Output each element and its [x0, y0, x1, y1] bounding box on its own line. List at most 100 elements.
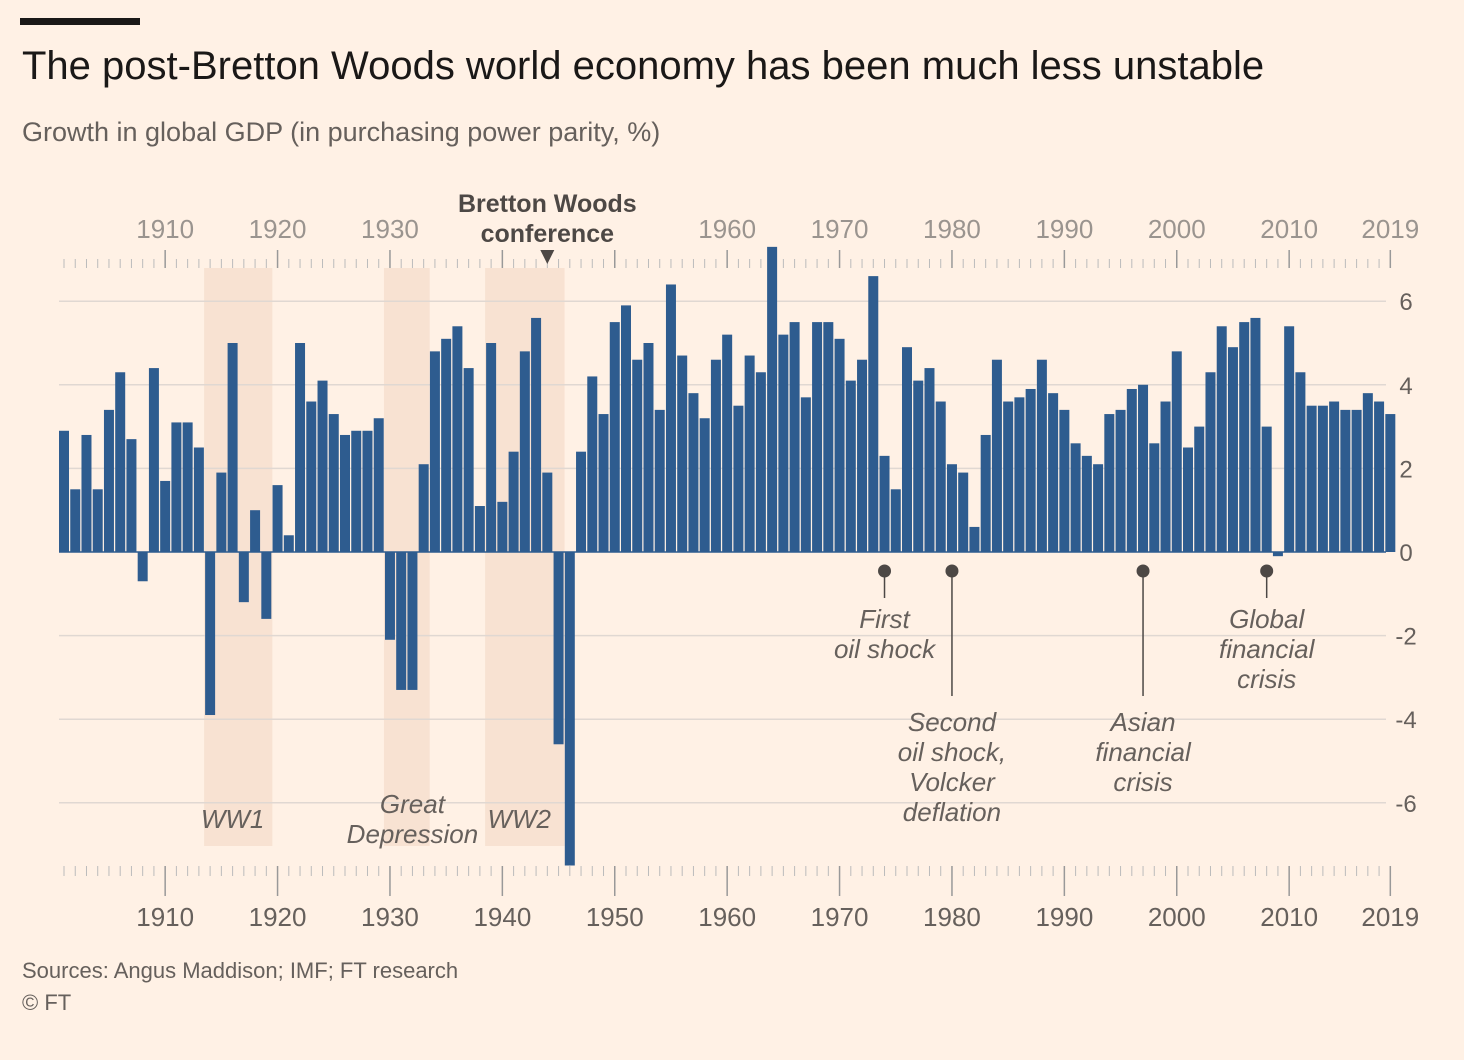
shaded-periods	[204, 268, 565, 846]
bar-1914	[205, 552, 216, 716]
bar-1924	[317, 380, 328, 552]
bar-1991	[1070, 443, 1081, 552]
bar-1966	[789, 322, 800, 552]
bar-1993	[1093, 464, 1104, 552]
top-tick-label-1990: 1990	[1035, 214, 1093, 244]
annotation-label-1997: financial	[1095, 737, 1192, 767]
top-tick-label-1980: 1980	[923, 214, 981, 244]
bar-1903	[81, 434, 92, 552]
bars	[59, 246, 1396, 866]
bar-1960	[722, 334, 733, 552]
bar-2007	[1250, 317, 1261, 552]
bar-1935	[441, 338, 452, 552]
bar-1963	[755, 372, 766, 552]
bar-1953	[643, 343, 654, 552]
top-tick-label-1970: 1970	[811, 214, 869, 244]
period-label-line: Depression	[347, 819, 479, 849]
bar-1980	[946, 464, 957, 552]
x-tick-label-2019: 2019	[1361, 902, 1419, 932]
bar-1945	[553, 552, 564, 745]
source-note: Sources: Angus Maddison; IMF; FT researc…	[22, 958, 459, 983]
y-tick-label-1: 4	[1399, 373, 1412, 400]
bar-1948	[587, 376, 598, 552]
x-tick-label-1910: 1910	[136, 902, 194, 932]
bar-2006	[1239, 322, 1250, 552]
bar-1930	[384, 552, 395, 640]
bar-1934	[429, 351, 440, 552]
bar-1987	[1025, 388, 1036, 552]
bar-1925	[328, 414, 339, 552]
top-tick-label-1930: 1930	[361, 214, 419, 244]
bar-1974	[879, 455, 890, 552]
bar-1931	[396, 552, 407, 690]
bar-1915	[216, 472, 227, 552]
bar-1910	[160, 480, 171, 552]
bar-2010	[1284, 326, 1295, 552]
x-tick-label-1980: 1980	[923, 902, 981, 932]
x-tick-label-2010: 2010	[1260, 902, 1318, 932]
bar-1902	[70, 489, 81, 552]
y-tick-label-3: 0	[1399, 540, 1412, 567]
bar-1981	[958, 472, 969, 552]
bar-1998	[1149, 443, 1160, 552]
top-tick-label-1960: 1960	[698, 214, 756, 244]
bar-1965	[778, 334, 789, 552]
chart-title: The post-Bretton Woods world economy has…	[22, 44, 1265, 88]
bar-1946	[564, 552, 575, 866]
bar-1937	[463, 368, 474, 552]
bar-1942	[519, 351, 530, 552]
bar-1961	[733, 405, 744, 552]
bar-1976	[902, 347, 912, 552]
bar-2016	[1351, 409, 1362, 552]
top-tick-label-2019: 2019	[1361, 214, 1419, 244]
bar-1975	[890, 489, 901, 552]
x-tick-label-1930: 1930	[361, 902, 419, 932]
bar-2014	[1329, 401, 1340, 552]
bar-1970	[834, 338, 845, 552]
bar-1922	[295, 343, 306, 552]
bar-1947	[576, 451, 587, 552]
y-tick-label-4: -2	[1395, 624, 1416, 651]
bar-1999	[1160, 401, 1171, 552]
title-accent-bar	[20, 18, 140, 25]
bar-2009	[1272, 552, 1283, 557]
bar-1926	[340, 434, 350, 552]
bar-1907	[126, 439, 137, 552]
bar-1977	[913, 380, 924, 552]
bar-1932	[407, 552, 418, 690]
bar-1921	[283, 535, 294, 552]
bretton-woods-label: conference	[481, 220, 614, 248]
annotation-label-2008: Global	[1229, 604, 1305, 634]
bar-1909	[148, 368, 159, 552]
bar-1940	[497, 501, 508, 552]
bar-1939	[486, 343, 497, 552]
year-tick-marks	[63, 250, 1392, 896]
bar-1957	[688, 393, 699, 552]
bar-1943	[531, 317, 542, 552]
bar-1959	[710, 359, 721, 552]
bar-1995	[1115, 409, 1126, 552]
bar-1955	[665, 284, 676, 552]
bar-1979	[935, 401, 946, 552]
bar-2017	[1362, 393, 1373, 552]
bretton-woods-label: Bretton Woods	[458, 190, 637, 218]
annotation-label-2008: financial	[1219, 634, 1316, 664]
bar-1985	[1003, 401, 1014, 552]
bar-1950	[609, 322, 620, 552]
bar-2011	[1295, 372, 1306, 552]
bar-1917	[238, 552, 249, 603]
bar-1956	[677, 355, 688, 552]
bar-2003	[1205, 372, 1216, 552]
bar-2013	[1317, 405, 1328, 552]
bar-1967	[800, 397, 811, 552]
annotation-label-1974: oil shock	[834, 634, 937, 664]
bar-1929	[373, 418, 384, 552]
bar-1923	[306, 401, 317, 552]
chart-subtitle: Growth in global GDP (in purchasing powe…	[22, 117, 661, 147]
bar-1918	[250, 510, 261, 552]
bar-1938	[474, 506, 485, 552]
bar-2005	[1227, 347, 1238, 552]
bar-1962	[744, 355, 755, 552]
bar-1973	[868, 276, 879, 552]
